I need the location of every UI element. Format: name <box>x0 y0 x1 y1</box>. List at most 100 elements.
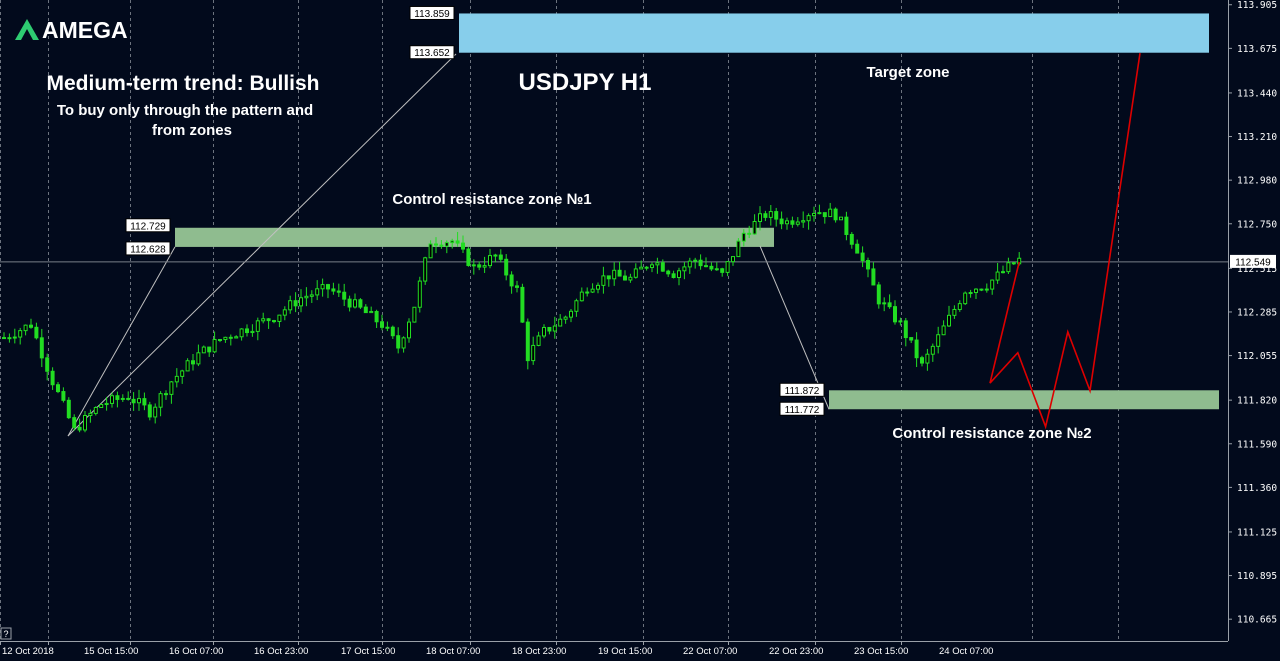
candle-body <box>174 375 179 383</box>
candle <box>434 237 438 254</box>
candle <box>12 328 17 344</box>
candle-body <box>201 346 206 354</box>
candle <box>169 381 174 404</box>
candle <box>380 314 384 331</box>
candle-body <box>126 397 131 400</box>
candle-body <box>498 254 503 260</box>
candle-body <box>768 211 773 218</box>
candle-body <box>2 337 6 340</box>
candle-body <box>353 299 357 308</box>
candle-body <box>61 391 66 401</box>
candle <box>23 324 28 336</box>
candle-body <box>169 381 174 395</box>
candle-body <box>423 257 428 282</box>
candle <box>477 261 482 271</box>
candle-body <box>866 260 870 270</box>
candle-body <box>380 321 384 328</box>
candle <box>29 318 33 329</box>
zone2-low-tag: 111.772 <box>779 401 825 416</box>
candle-body <box>995 271 1000 281</box>
candle-body <box>299 297 303 307</box>
zone1-label: Control resistance zone №1 <box>392 191 591 208</box>
candle-body <box>39 337 44 359</box>
candle-body <box>876 284 881 305</box>
candle <box>261 312 266 324</box>
candle <box>747 225 752 239</box>
control-zone-1 <box>175 227 774 247</box>
candle-body <box>666 270 671 275</box>
trendline-to-zone1 <box>67 246 176 437</box>
candle-body <box>752 220 757 235</box>
candle-body <box>282 309 287 316</box>
candle-body <box>903 320 908 339</box>
candle-body <box>990 279 995 290</box>
candle-body <box>120 397 125 400</box>
candle-body <box>552 325 557 332</box>
candle <box>277 314 282 328</box>
candle <box>542 324 546 339</box>
candle-body <box>925 353 930 364</box>
candle <box>61 387 66 403</box>
candle <box>525 318 530 370</box>
candle <box>185 358 190 372</box>
candle <box>250 324 255 337</box>
candle-body <box>655 262 660 266</box>
candle <box>596 282 600 294</box>
candle-body <box>569 310 573 318</box>
candle-body <box>180 370 185 377</box>
candle <box>255 317 260 341</box>
candle-body <box>477 264 482 268</box>
candle-body <box>342 291 347 300</box>
corner-box[interactable] <box>0 627 12 640</box>
y-tick-label: 110.895 <box>1237 571 1277 582</box>
forecast <box>989 52 1141 430</box>
candle-body <box>1011 262 1016 265</box>
candle <box>407 318 411 343</box>
candle-body <box>428 243 433 259</box>
candle-body <box>957 303 962 310</box>
candle <box>785 217 789 230</box>
candle <box>390 325 395 339</box>
candle-body <box>633 268 638 278</box>
x-tick-label: 22 Oct 23:00 <box>769 646 823 657</box>
candle-body <box>223 336 228 341</box>
candle-body <box>309 294 314 297</box>
corner-glyph[interactable]: ? <box>3 629 8 639</box>
trend-title: Medium-term trend: Bullish <box>46 72 319 95</box>
candle <box>56 382 60 394</box>
candle-body <box>504 258 509 276</box>
candle-body <box>590 288 595 293</box>
candle <box>806 213 811 230</box>
candle <box>606 275 611 287</box>
candle <box>45 353 50 381</box>
candle-body <box>164 393 168 396</box>
candle-body <box>974 288 978 294</box>
candle <box>315 280 320 301</box>
candle-body <box>606 275 611 280</box>
candle-body <box>585 291 590 294</box>
candles <box>2 202 1022 433</box>
candle-body <box>347 298 352 308</box>
candle <box>763 210 768 222</box>
x-tick-label: 23 Oct 15:00 <box>854 646 908 657</box>
candle-body <box>207 346 212 353</box>
zone1-high-tag-box <box>125 218 171 233</box>
candle <box>995 263 1000 284</box>
candle-body <box>29 324 33 328</box>
candle <box>120 394 125 402</box>
y-tick-label: 113.210 <box>1237 132 1277 143</box>
candle <box>704 257 708 268</box>
target-zone-high-tag: 113.859 <box>409 5 455 20</box>
candle-body <box>466 248 471 266</box>
candle-body <box>909 337 914 341</box>
candle <box>968 289 973 298</box>
candle-body <box>23 324 28 332</box>
candle-body <box>482 265 487 268</box>
candle <box>466 247 471 267</box>
candle-body <box>158 393 163 408</box>
candle <box>687 257 692 274</box>
candle <box>245 324 249 337</box>
candle <box>191 354 195 371</box>
forecast-path <box>989 52 1141 430</box>
candle <box>7 333 12 343</box>
